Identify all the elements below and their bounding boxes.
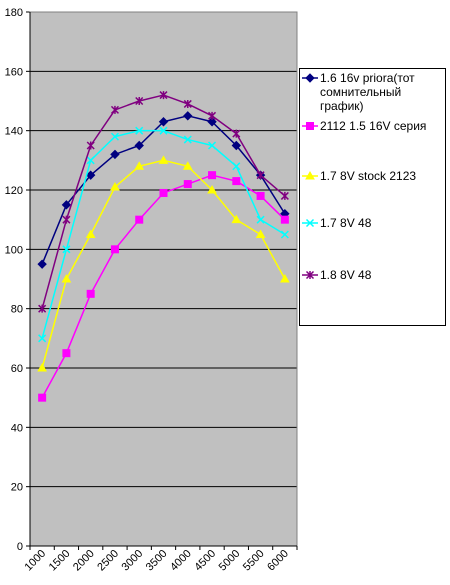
data-point [183, 135, 192, 144]
y-tick-label: 120 [5, 185, 23, 197]
axes [26, 11, 298, 550]
series-1 [37, 111, 290, 269]
x-tick-label: 2000 [71, 548, 97, 574]
data-point [159, 91, 168, 100]
data-point [134, 161, 145, 170]
data-point [110, 132, 119, 141]
x-tick-label: 1500 [47, 548, 73, 574]
data-point [256, 215, 265, 224]
data-point [280, 191, 289, 200]
legend-swatch-marker [305, 73, 315, 83]
data-point [62, 215, 71, 224]
y-tick-label: 20 [11, 482, 23, 494]
legend-label: 1.7 8V 48 [320, 216, 372, 230]
data-point [232, 177, 241, 186]
x-tick-label: 5000 [217, 548, 243, 574]
data-point [38, 393, 47, 402]
data-point [135, 96, 144, 106]
data-point [159, 188, 168, 197]
legend-label: 1.8 8V 48 [320, 268, 372, 282]
y-tick-label: 100 [5, 244, 23, 256]
legend-swatch-marker [305, 218, 315, 228]
data-point [135, 126, 144, 135]
data-point [255, 229, 266, 238]
data-point [207, 184, 217, 194]
y-tick-label: 80 [11, 304, 23, 316]
legend-swatch-marker [305, 170, 315, 180]
data-point [256, 171, 265, 180]
data-point [61, 273, 72, 283]
legend-swatch [302, 270, 318, 280]
legend-label: 1.7 8V stock 2123 [320, 169, 417, 183]
y-tick-label: 40 [11, 422, 23, 434]
data-point [232, 162, 241, 171]
data-point [158, 155, 169, 164]
y-tick-label: 0 [17, 541, 23, 553]
x-tick-label: 6000 [265, 548, 291, 574]
x-tick-label: 1000 [22, 548, 48, 574]
x-tick-label: 3500 [144, 548, 170, 574]
series-3 [37, 155, 290, 372]
data-point [231, 140, 242, 151]
data-point [280, 273, 290, 283]
y-tick-label: 140 [5, 126, 23, 138]
y-tick-label: 60 [11, 363, 23, 375]
legend-swatch-marker [305, 270, 315, 280]
data-point [135, 215, 144, 224]
data-point [183, 111, 193, 121]
series-group [37, 91, 290, 402]
data-point [182, 161, 193, 170]
data-point [208, 171, 217, 180]
legend-swatch [302, 170, 318, 180]
legend-swatch-marker [306, 122, 314, 130]
data-point [232, 129, 241, 138]
data-point [62, 349, 71, 358]
data-point [38, 304, 47, 313]
legend: 1.6 16v priora(тот сомнительный график) 2… [299, 68, 446, 326]
data-point [231, 214, 242, 224]
data-point [256, 191, 265, 200]
series-5 [38, 91, 289, 313]
data-point [183, 180, 192, 189]
data-point [85, 170, 96, 180]
data-point [110, 182, 120, 191]
x-tick-label: 3000 [120, 548, 146, 574]
data-point [280, 230, 289, 239]
y-tick-label: 160 [5, 66, 23, 78]
data-point [38, 334, 47, 343]
data-point [85, 229, 96, 238]
data-point [134, 140, 144, 151]
data-point [61, 200, 72, 210]
legend-swatch [302, 73, 318, 83]
legend-label: 2112 1.5 16V серия [320, 119, 427, 133]
data-point [110, 105, 119, 114]
data-point [207, 117, 217, 127]
legend-label: 1.6 16v priora(тот сомнительный график) [320, 71, 415, 113]
data-point [62, 245, 71, 254]
y-tick-label: 180 [5, 7, 23, 19]
data-point [86, 289, 95, 298]
data-point [37, 362, 47, 372]
data-point [86, 156, 95, 165]
data-point [110, 149, 120, 160]
x-tick-label: 5500 [241, 548, 267, 574]
data-point [37, 259, 47, 269]
data-point [158, 117, 169, 127]
data-point [208, 141, 217, 150]
data-point [208, 111, 217, 120]
x-tick-label: 2500 [95, 548, 121, 574]
legend-swatch [302, 218, 318, 228]
series-4 [38, 126, 289, 343]
data-point [183, 99, 192, 108]
x-tick-label: 4000 [168, 548, 194, 574]
plot-area [30, 12, 297, 546]
data-point [110, 245, 119, 254]
x-tick-label: 4500 [192, 548, 218, 574]
legend-swatch [302, 122, 318, 130]
data-point [159, 126, 168, 135]
data-point [280, 215, 289, 224]
data-point [86, 141, 95, 150]
series-2 [38, 171, 289, 402]
